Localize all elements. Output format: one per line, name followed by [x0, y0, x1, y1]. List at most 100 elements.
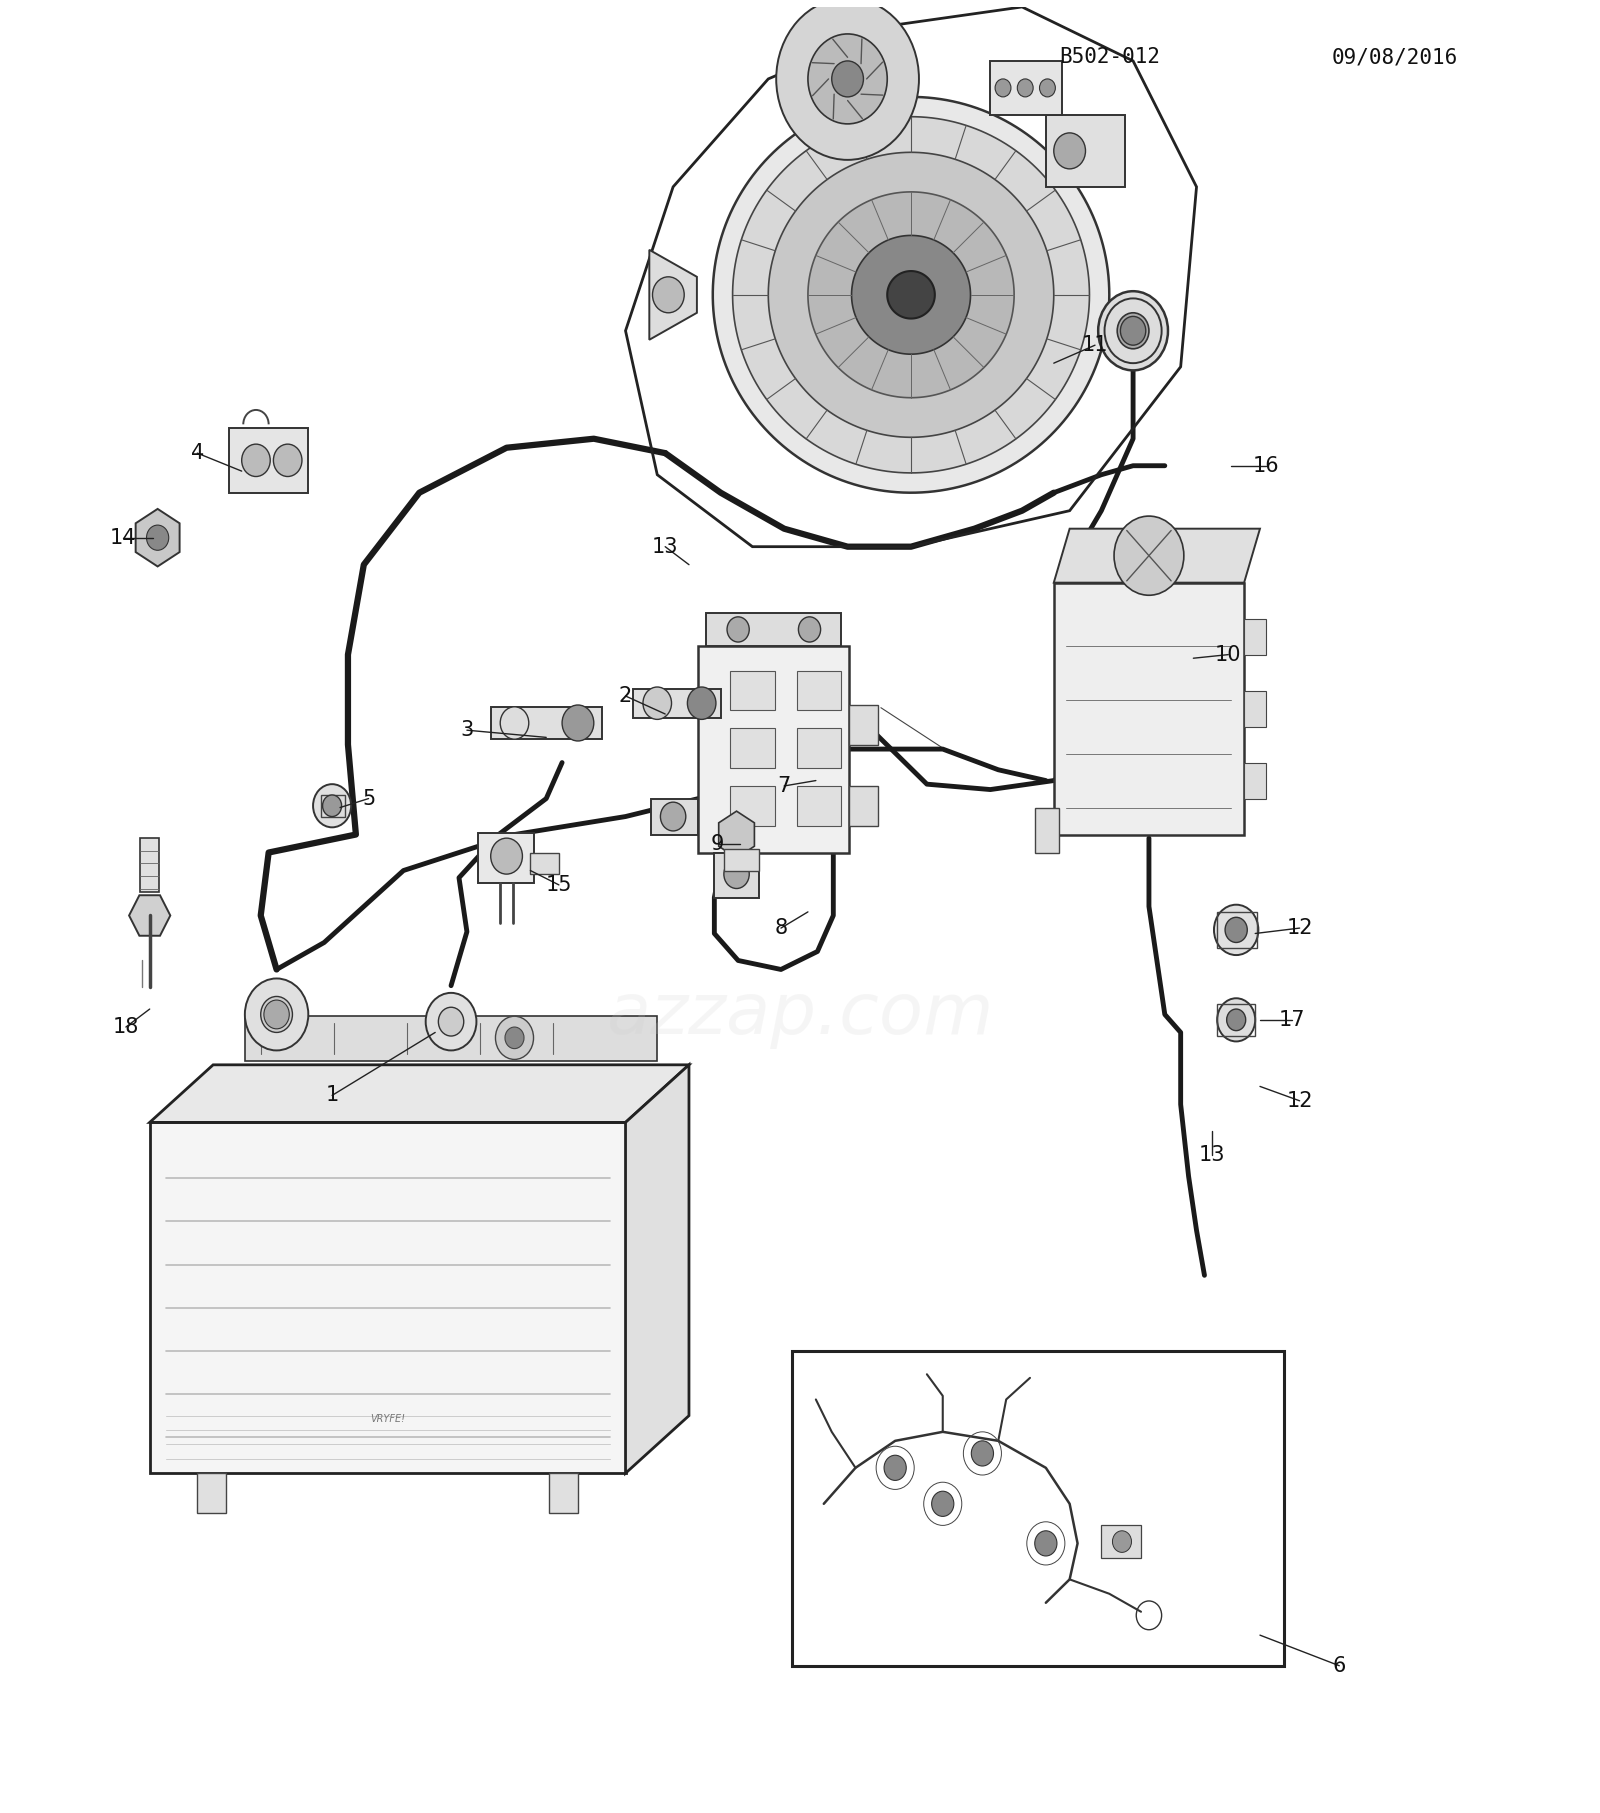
- Polygon shape: [626, 1064, 690, 1474]
- Bar: [797, 787, 842, 825]
- Bar: [730, 787, 774, 825]
- Circle shape: [506, 1026, 525, 1048]
- Text: 3: 3: [461, 720, 474, 740]
- Circle shape: [723, 859, 749, 888]
- Circle shape: [1054, 132, 1085, 169]
- Polygon shape: [768, 152, 1054, 437]
- Circle shape: [1214, 905, 1258, 955]
- Text: VRYFE!: VRYFE!: [370, 1414, 405, 1425]
- Text: 7: 7: [778, 776, 790, 796]
- Polygon shape: [136, 509, 179, 566]
- Circle shape: [501, 707, 528, 740]
- Text: 14: 14: [109, 528, 136, 548]
- Circle shape: [726, 616, 749, 642]
- Bar: [850, 705, 878, 745]
- Circle shape: [688, 687, 715, 720]
- Text: 10: 10: [1214, 645, 1242, 665]
- Bar: [850, 787, 878, 825]
- Circle shape: [1035, 1530, 1058, 1556]
- Circle shape: [245, 979, 309, 1050]
- Circle shape: [776, 0, 918, 160]
- Text: 2: 2: [619, 685, 632, 705]
- Text: 11: 11: [1082, 335, 1109, 355]
- Bar: [1035, 807, 1059, 852]
- Polygon shape: [1054, 582, 1245, 834]
- Circle shape: [1018, 80, 1034, 96]
- Bar: [714, 852, 758, 897]
- Polygon shape: [130, 896, 170, 936]
- Bar: [797, 729, 842, 769]
- Bar: [651, 798, 699, 834]
- Circle shape: [1227, 1010, 1246, 1030]
- Text: 12: 12: [1286, 917, 1314, 937]
- Circle shape: [147, 526, 168, 551]
- Text: 4: 4: [190, 442, 203, 462]
- Polygon shape: [733, 116, 1090, 473]
- Polygon shape: [150, 1064, 690, 1122]
- Text: 6: 6: [1333, 1655, 1346, 1675]
- Circle shape: [562, 705, 594, 742]
- Text: 8: 8: [774, 917, 787, 937]
- Polygon shape: [808, 192, 1014, 397]
- Bar: [1245, 763, 1266, 798]
- Bar: [229, 428, 309, 493]
- Polygon shape: [851, 236, 971, 354]
- Bar: [730, 671, 774, 711]
- Circle shape: [314, 785, 350, 827]
- Circle shape: [653, 277, 685, 314]
- Text: 18: 18: [112, 1017, 139, 1037]
- Bar: [1046, 114, 1125, 187]
- Bar: [1245, 618, 1266, 654]
- Bar: [730, 729, 774, 769]
- Text: 13: 13: [1198, 1144, 1226, 1164]
- Bar: [322, 794, 344, 816]
- Circle shape: [1098, 292, 1168, 370]
- Text: 16: 16: [1253, 455, 1280, 475]
- Circle shape: [971, 1441, 994, 1467]
- Bar: [707, 613, 842, 645]
- Circle shape: [496, 1017, 533, 1059]
- Circle shape: [931, 1492, 954, 1516]
- Circle shape: [1117, 314, 1149, 348]
- Circle shape: [426, 994, 477, 1050]
- Polygon shape: [1054, 529, 1259, 582]
- Bar: [634, 689, 720, 718]
- Bar: [792, 1351, 1283, 1666]
- Polygon shape: [650, 250, 698, 339]
- Bar: [797, 671, 842, 711]
- Text: 15: 15: [546, 876, 573, 896]
- Bar: [530, 852, 558, 874]
- Polygon shape: [245, 1017, 658, 1061]
- Text: 12: 12: [1286, 1091, 1314, 1111]
- Circle shape: [274, 444, 302, 477]
- Text: 17: 17: [1278, 1010, 1306, 1030]
- Circle shape: [808, 34, 888, 123]
- Circle shape: [242, 444, 270, 477]
- Polygon shape: [888, 272, 934, 319]
- Circle shape: [1040, 80, 1056, 96]
- Circle shape: [885, 1456, 906, 1481]
- Bar: [1218, 912, 1258, 948]
- Bar: [699, 645, 850, 852]
- Circle shape: [323, 794, 342, 816]
- Text: 9: 9: [710, 834, 725, 854]
- Circle shape: [438, 1008, 464, 1035]
- Bar: [150, 1122, 626, 1474]
- Circle shape: [1120, 317, 1146, 344]
- Circle shape: [832, 62, 864, 96]
- Bar: [990, 62, 1062, 114]
- Bar: [1218, 1004, 1256, 1035]
- Bar: [491, 707, 602, 740]
- Circle shape: [264, 1001, 290, 1028]
- Bar: [197, 1474, 226, 1512]
- Text: 1: 1: [325, 1086, 339, 1106]
- Circle shape: [1104, 299, 1162, 363]
- Circle shape: [661, 801, 686, 830]
- Bar: [1101, 1525, 1141, 1557]
- Circle shape: [1226, 917, 1248, 943]
- Text: 09/08/2016: 09/08/2016: [1331, 47, 1458, 67]
- Text: 5: 5: [362, 789, 376, 809]
- Circle shape: [643, 687, 672, 720]
- Bar: [549, 1474, 578, 1512]
- Circle shape: [798, 616, 821, 642]
